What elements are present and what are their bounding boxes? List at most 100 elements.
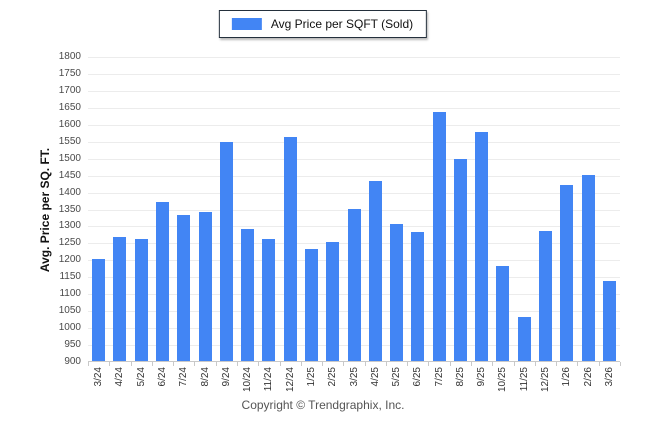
x-tick-label: 5/24 [135, 367, 147, 387]
y-tick-label: 1050 [58, 305, 81, 317]
x-tick-label: 1/25 [305, 367, 317, 387]
x-axis-tick [407, 362, 409, 366]
bar[interactable] [262, 239, 276, 361]
bar[interactable] [602, 281, 616, 361]
y-tick-label: 1000 [58, 322, 81, 334]
y-tick-label: 900 [64, 356, 81, 367]
legend: Avg Price per SQFT (Sold) [218, 10, 428, 38]
bar[interactable] [539, 230, 553, 361]
x-tick-label: 6/25 [412, 367, 424, 387]
gridline [88, 124, 620, 126]
x-tick-label: 6/24 [156, 367, 168, 387]
gridline [88, 192, 620, 194]
y-tick-label: 1200 [58, 254, 81, 266]
y-tick-label: 1600 [58, 118, 81, 130]
legend-swatch-icon [231, 18, 262, 30]
x-tick-label: 8/25 [454, 367, 466, 387]
x-tick-label: 9/25 [476, 367, 488, 387]
bar[interactable] [411, 232, 425, 361]
x-tick-label: 12/24 [284, 367, 296, 393]
x-axis-tick [173, 362, 175, 366]
bar[interactable] [326, 242, 340, 361]
gridline [88, 141, 620, 143]
x-axis-tick [279, 362, 281, 366]
x-tick-label: 2/26 [582, 367, 594, 387]
x-axis-tick [513, 362, 515, 366]
x-axis-tick [215, 362, 217, 366]
y-tick-label: 1300 [58, 220, 81, 232]
x-axis-tick [428, 362, 430, 366]
bar[interactable] [453, 159, 467, 361]
x-axis-tick [300, 362, 302, 366]
bar[interactable] [283, 137, 297, 361]
x-tick-label: 1/26 [561, 367, 573, 387]
y-tick-label: 1700 [58, 84, 81, 96]
x-axis-tick [130, 362, 132, 366]
y-tick-label: 1550 [58, 135, 81, 147]
x-tick-label: 11/25 [518, 367, 530, 392]
bar[interactable] [92, 259, 106, 361]
bar[interactable] [517, 316, 531, 361]
x-axis-tick [236, 362, 238, 366]
bar[interactable] [155, 201, 169, 361]
x-tick-label: 2/25 [327, 367, 339, 387]
y-tick-label: 1350 [58, 203, 81, 215]
x-tick-label: 10/25 [497, 367, 509, 393]
x-tick-label: 3/26 [603, 367, 615, 387]
x-tick-label: 7/25 [433, 367, 445, 387]
y-tick-label: 1100 [59, 288, 81, 300]
bar[interactable] [347, 208, 361, 361]
x-axis-tick [577, 362, 579, 366]
x-axis-tick [471, 362, 473, 366]
bar[interactable] [241, 228, 255, 361]
x-tick-label: 3/24 [93, 367, 105, 387]
x-axis-tick [322, 362, 324, 366]
gridline [88, 73, 620, 75]
x-axis-tick [385, 362, 387, 366]
bar[interactable] [304, 249, 318, 361]
x-tick-label: 10/24 [242, 367, 254, 393]
bar[interactable] [496, 266, 510, 361]
x-tick-label: 4/25 [369, 367, 381, 387]
bar[interactable] [581, 174, 595, 361]
y-tick-label: 1500 [58, 152, 81, 164]
x-tick-label: 5/25 [391, 367, 403, 387]
x-axis-tick [343, 362, 345, 366]
bar[interactable] [113, 237, 127, 361]
legend-label: Avg Price per SQFT (Sold) [270, 17, 414, 31]
bar[interactable] [198, 211, 212, 361]
gridline [88, 90, 620, 92]
y-tick-label: 1800 [58, 51, 81, 62]
copyright-text: Copyright © Trendgraphix, Inc. [241, 398, 405, 412]
y-tick-label: 1750 [58, 67, 81, 79]
bar[interactable] [390, 223, 404, 361]
x-tick-label: 4/24 [114, 367, 126, 387]
bar[interactable] [177, 215, 191, 361]
x-axis-tick [194, 362, 196, 366]
gridline [88, 57, 620, 58]
bar[interactable] [475, 132, 489, 361]
y-tick-label: 1650 [58, 101, 81, 113]
x-axis-tick [88, 362, 89, 366]
x-axis-tick [620, 362, 621, 366]
plot-area [88, 57, 621, 366]
y-axis-labels: 1800 1750 1700 1650 1600 1550 1500 1450 1400 1350… [36, 51, 84, 367]
bar[interactable] [560, 184, 574, 361]
y-tick-label: 1400 [58, 186, 81, 198]
y-tick-label: 1150 [59, 271, 81, 283]
bar[interactable] [368, 181, 382, 361]
gridline [88, 175, 620, 177]
x-axis-tick [556, 362, 558, 366]
x-tick-label: 12/25 [540, 367, 552, 393]
y-tick-label: 1450 [58, 169, 81, 181]
x-tick-label: 11/24 [263, 367, 275, 392]
bar[interactable] [219, 142, 233, 361]
bar[interactable] [134, 239, 148, 361]
x-axis-tick [534, 362, 536, 366]
bar-chart: Avg. Price per SQ. FT. 1800 1750 1700 1650 1… [36, 51, 621, 393]
x-tick-label: 9/24 [220, 367, 232, 387]
x-axis-tick [364, 362, 366, 366]
x-axis-tick [598, 362, 600, 366]
bar[interactable] [432, 111, 446, 361]
